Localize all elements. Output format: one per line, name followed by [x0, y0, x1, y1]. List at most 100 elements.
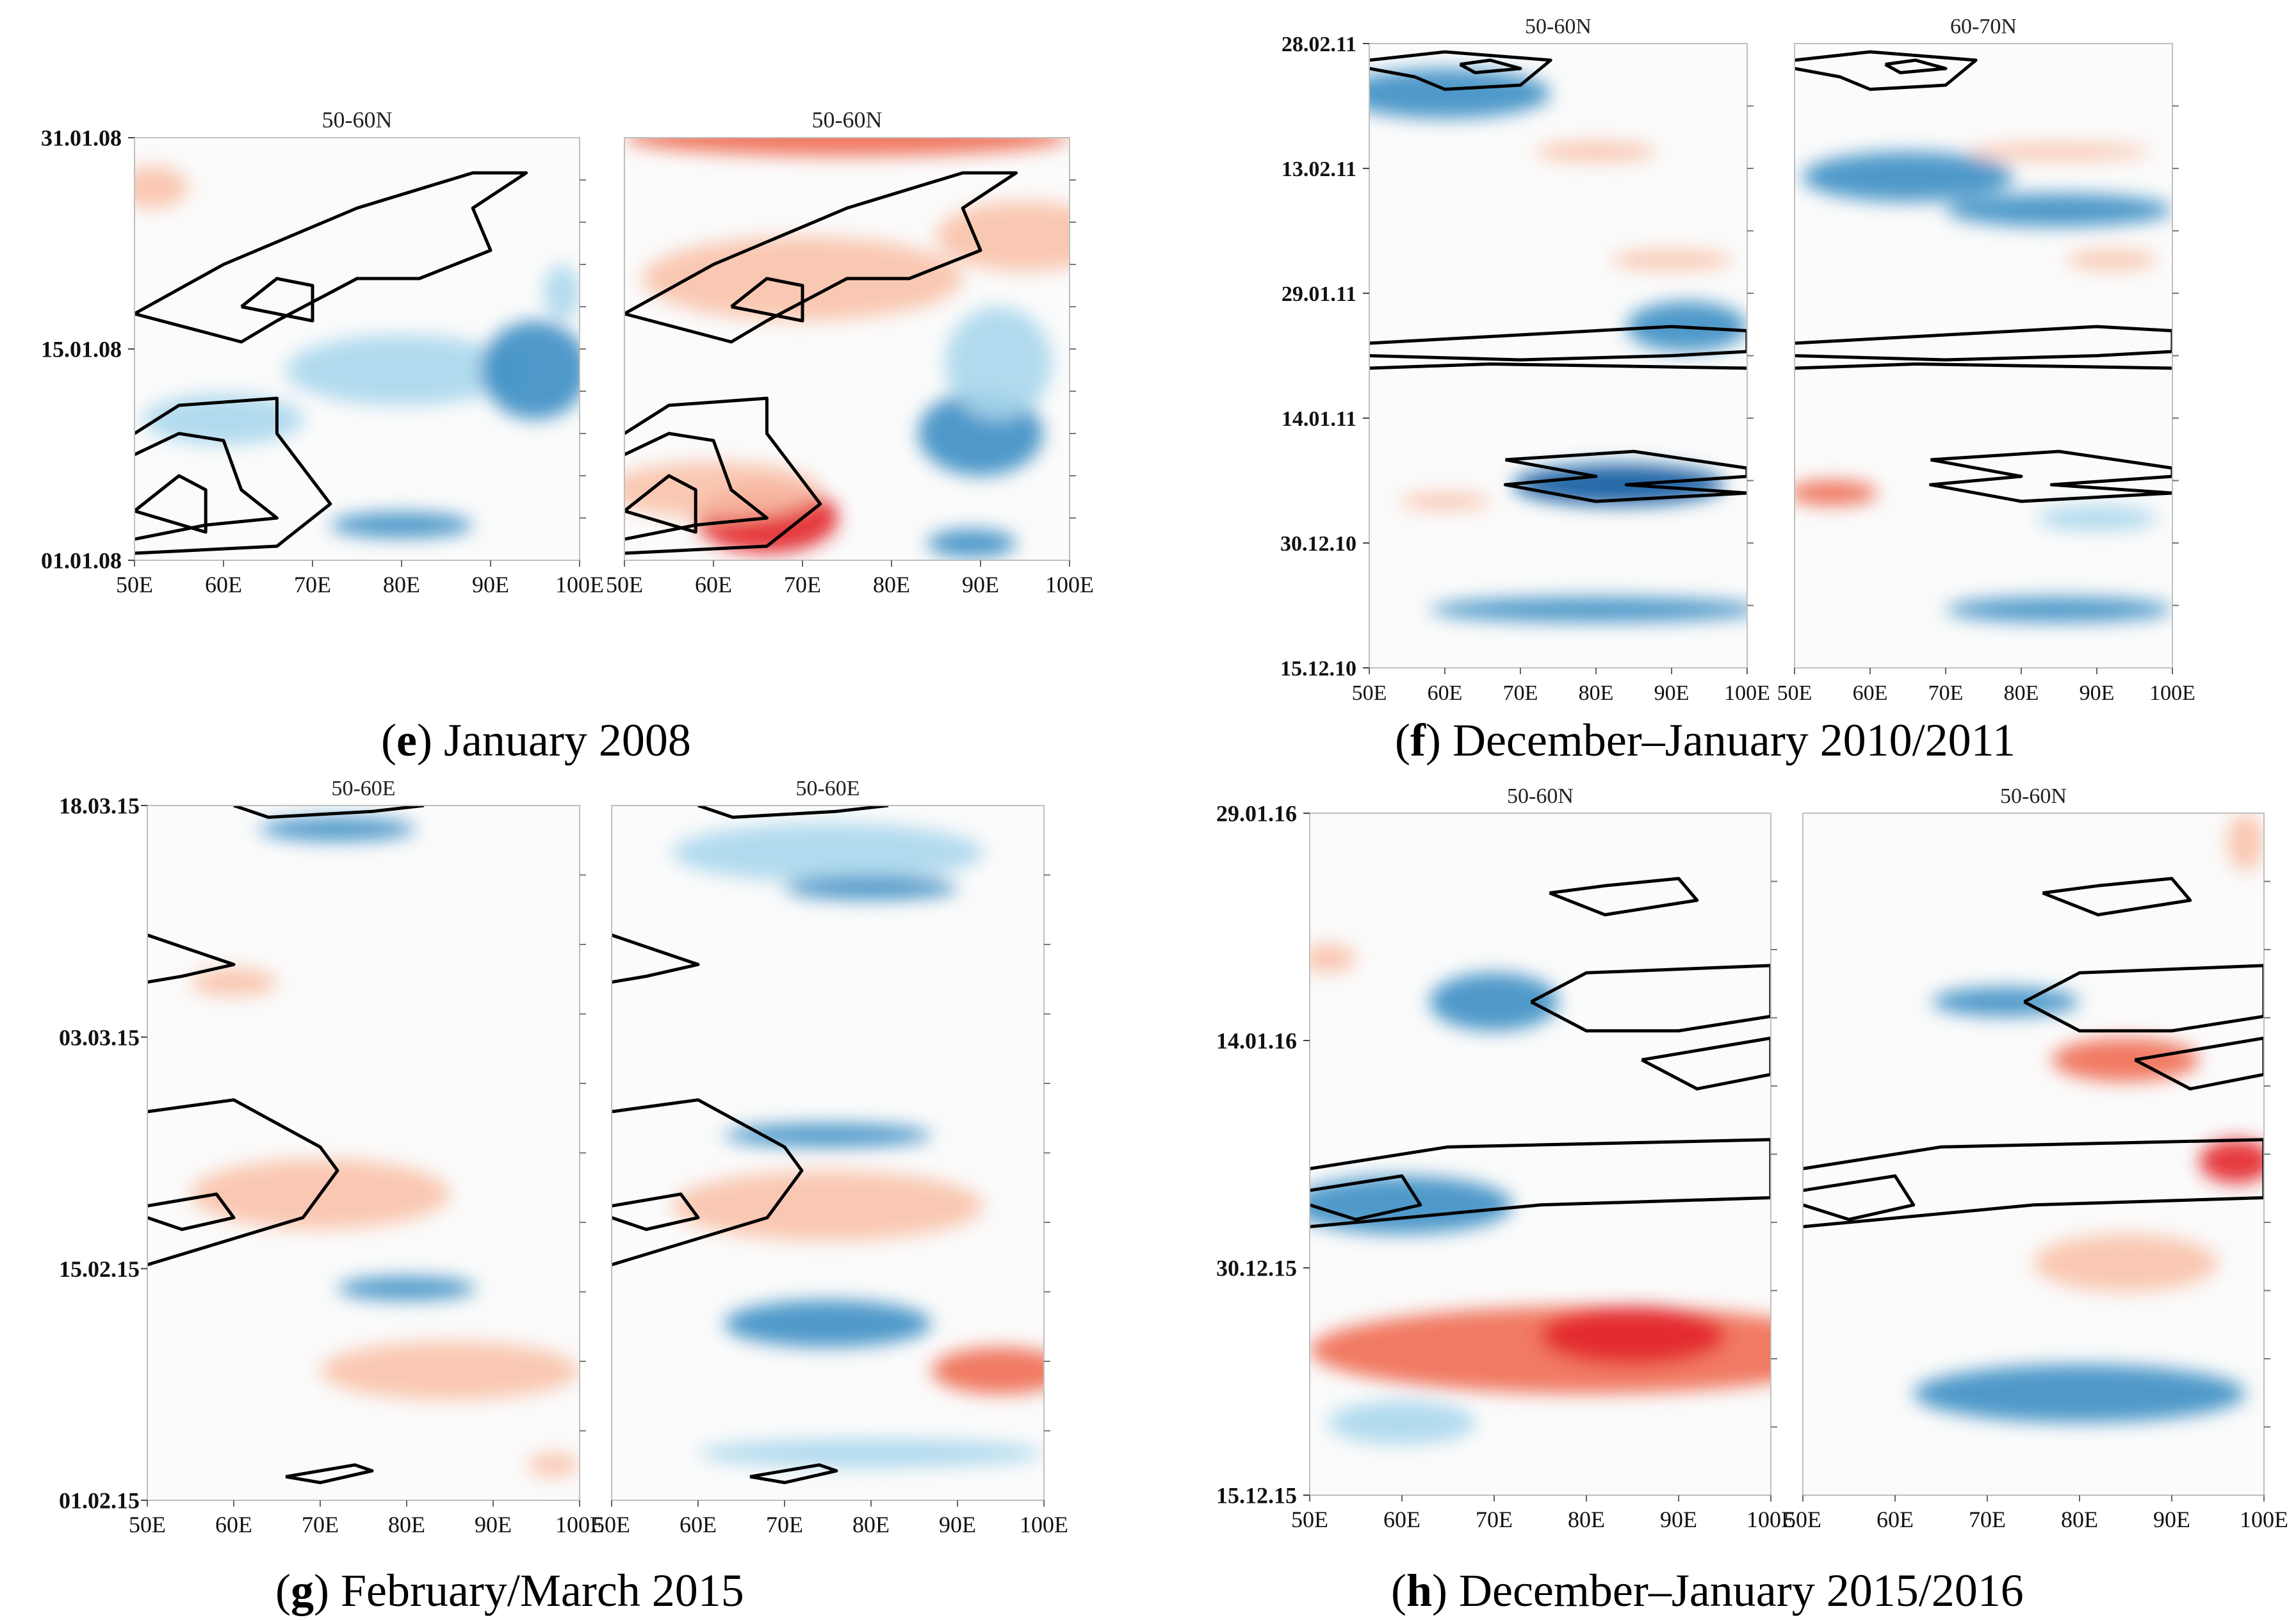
- contour-line: [1459, 58, 1522, 74]
- negative-anomaly: [927, 529, 1016, 558]
- x-tick-label: 80E: [2004, 681, 2039, 705]
- y-tick-label: 29.01.11: [1282, 282, 1356, 306]
- negative-anomaly: [143, 394, 304, 445]
- x-tick-label: 90E: [2080, 681, 2115, 705]
- positive-anomaly: [1968, 143, 2150, 160]
- x-tick-label: 90E: [472, 572, 509, 597]
- x-tick-label: 70E: [1476, 1507, 1513, 1532]
- contour-line: [1503, 450, 1747, 503]
- negative-anomaly: [338, 1276, 476, 1300]
- negative-anomaly: [672, 823, 984, 882]
- y-tick-label: 14.01.16: [1216, 1028, 1297, 1054]
- x-tick-label: 100E: [1746, 1507, 1795, 1532]
- anomaly-field: [612, 806, 1044, 1484]
- contour-line: [1530, 964, 1771, 1033]
- negative-anomaly: [1913, 1365, 2246, 1423]
- anomaly-field: [147, 806, 580, 1484]
- negative-anomaly: [2036, 505, 2158, 531]
- negative-anomaly: [1328, 1400, 1476, 1445]
- y-tick-label: 15.02.15: [59, 1256, 140, 1282]
- x-tick-label: 90E: [475, 1512, 512, 1537]
- contour-line: [240, 277, 314, 323]
- y-tick-label: 30.12.15: [1216, 1256, 1297, 1281]
- contour-line: [697, 806, 889, 819]
- contour-line: [730, 277, 804, 323]
- contour-line: [1795, 362, 2172, 370]
- x-tick-label: 50E: [129, 1512, 166, 1537]
- x-tick-label: 50E: [1777, 681, 1812, 705]
- x-tick-label: 60E: [215, 1512, 252, 1537]
- negative-anomaly: [1429, 597, 1747, 622]
- x-tick-label: 90E: [962, 572, 999, 597]
- contour-line: [147, 1192, 236, 1231]
- x-tick-label: 90E: [2153, 1507, 2190, 1532]
- x-tick-label: 70E: [302, 1512, 339, 1537]
- y-tick-label: 13.02.11: [1282, 158, 1356, 181]
- x-tick-label: 70E: [784, 572, 821, 597]
- anomaly-field: [1795, 50, 2172, 622]
- y-tick-label: 28.02.11: [1282, 33, 1356, 56]
- x-tick-label: 70E: [1503, 681, 1538, 705]
- contour-line: [1795, 325, 2172, 362]
- contour-line: [1795, 50, 1978, 91]
- x-tick-label: 80E: [1568, 1507, 1605, 1532]
- x-tick-label: 70E: [766, 1512, 803, 1537]
- y-tick-label: 01.02.15: [59, 1488, 140, 1514]
- negative-anomaly: [698, 1439, 1044, 1468]
- negative-anomaly: [1369, 69, 1551, 118]
- contour-line: [147, 933, 236, 984]
- contour-line: [1310, 1138, 1771, 1229]
- panel-title: 60-70N: [1950, 15, 2017, 38]
- x-tick-label: 70E: [1928, 681, 1964, 705]
- positive-anomaly: [642, 236, 963, 321]
- panel-g-1: 50-60E 50E 60E 70E 80E 90E 100E: [129, 777, 604, 1537]
- chart-g: 50-60E 50E 60E 70E 80E 90E 100E 50-60E 50E 60E 70E…: [59, 777, 1068, 1537]
- y-tick-label: 18.03.15: [59, 793, 140, 819]
- panel-title: 50-60N: [1525, 15, 1592, 38]
- x-tick-label: 60E: [205, 572, 242, 597]
- contour-line: [1369, 50, 1552, 91]
- y-tick-label: 31.01.08: [41, 126, 122, 151]
- x-tick-label: 100E: [1045, 572, 1094, 597]
- plot-background: [612, 806, 1044, 1500]
- positive-anomaly: [1611, 250, 1732, 270]
- positive-anomaly: [1535, 142, 1657, 162]
- positive-anomaly: [624, 462, 820, 518]
- contour-line: [1310, 1174, 1422, 1221]
- panel-title: 50-60N: [322, 107, 393, 133]
- positive-anomaly: [320, 1341, 580, 1400]
- panel-title: 50-60N: [2000, 784, 2067, 808]
- positive-anomaly: [2051, 1038, 2200, 1082]
- x-tick-label: 60E: [1383, 1507, 1421, 1532]
- contour-line: [2042, 877, 2192, 917]
- contour-line: [749, 1463, 838, 1484]
- negative-anomaly: [330, 512, 473, 538]
- chart-e: 50-60N 50E 60E 70E 80E 90E 100E 50-60N 50E 60E 70E…: [41, 107, 1094, 597]
- positive-anomaly: [134, 166, 188, 208]
- caption-h: (h) December–January 2015/2016: [1391, 1565, 2024, 1616]
- contour-line: [1641, 1036, 1771, 1090]
- anomaly-field: [1310, 877, 1771, 1445]
- x-tick-label: 100E: [1020, 1512, 1068, 1537]
- contour-line: [134, 396, 332, 555]
- x-tick-label: 50E: [606, 572, 643, 597]
- contour-line: [147, 1098, 339, 1267]
- panel-title: 50-60E: [331, 777, 395, 800]
- x-tick-label: 100E: [2149, 681, 2195, 705]
- negative-anomaly: [1429, 973, 1559, 1031]
- contour-line: [1369, 362, 1747, 370]
- x-tick-label: 60E: [1428, 681, 1463, 705]
- x-tick-label: 80E: [1579, 681, 1614, 705]
- contour-line: [612, 1192, 700, 1231]
- x-tick-label: 80E: [2061, 1507, 2098, 1532]
- x-tick-label: 100E: [2240, 1507, 2288, 1532]
- positive-anomaly: [624, 138, 1070, 156]
- panel-f-1: 50-60N 50E 60E 70E 80E 90E 100E: [1352, 15, 1770, 705]
- contour-line: [612, 1098, 804, 1267]
- x-tick-label: 50E: [116, 572, 153, 597]
- positive-anomaly: [1310, 943, 1356, 973]
- negative-anomaly: [945, 307, 1052, 419]
- contour-line: [612, 933, 700, 984]
- y-tick-label: 15.12.15: [1216, 1483, 1297, 1509]
